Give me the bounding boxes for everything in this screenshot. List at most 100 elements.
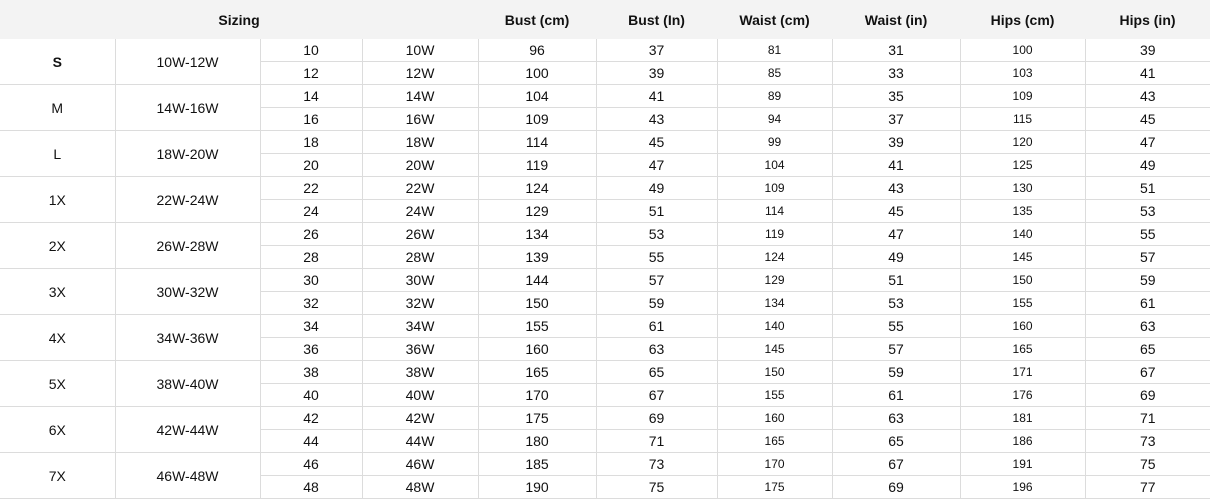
- measure-cell: 22W: [361, 176, 479, 200]
- size-range: 42W-44W: [114, 406, 261, 453]
- measure-cell: 185: [477, 452, 597, 476]
- measure-cell: 31: [831, 39, 961, 62]
- measure-cell: 16: [260, 107, 363, 131]
- measure-cell: 41: [595, 84, 718, 108]
- measure-cell: 44W: [361, 429, 479, 453]
- measure-cell: 43: [1084, 84, 1210, 108]
- measure-cell: 114: [716, 199, 833, 223]
- measure-cell: 119: [477, 153, 597, 177]
- measure-cell: 47: [831, 222, 961, 246]
- measure-cell: 53: [595, 222, 718, 246]
- measure-cell: 14: [259, 84, 363, 108]
- measure-cell: 94: [716, 107, 833, 131]
- measure-cell: 63: [1084, 314, 1210, 338]
- size-row: 32 32W 150 59 134 53 155 61: [0, 291, 1210, 315]
- size-range: 46W-48W: [114, 452, 261, 499]
- measure-cell: 96: [477, 39, 597, 62]
- measure-cell: 48: [260, 475, 363, 499]
- measure-cell: 51: [831, 268, 961, 292]
- measure-cell: 22: [259, 176, 363, 200]
- measure-cell: 75: [1084, 452, 1210, 476]
- measure-cell: 170: [477, 383, 597, 407]
- measure-cell: 49: [831, 245, 961, 269]
- measure-cell: 28: [260, 245, 363, 269]
- measure-cell: 32: [260, 291, 363, 315]
- measure-cell: 139: [477, 245, 597, 269]
- column-header: Bust (cm): [478, 0, 597, 39]
- measure-cell: 109: [477, 107, 597, 131]
- measure-cell: 134: [477, 222, 597, 246]
- measure-cell: 53: [1084, 199, 1210, 223]
- measure-cell: 57: [831, 337, 961, 361]
- measure-cell: 61: [595, 314, 718, 338]
- size-range: 14W-16W: [114, 84, 261, 131]
- measure-cell: 18W: [361, 130, 479, 154]
- size-row: 5X 38W-40W 38 38W 165 65 150 59 171 67: [0, 360, 1210, 407]
- measure-cell: 115: [959, 107, 1086, 131]
- measure-cell: 73: [595, 452, 718, 476]
- measure-cell: 45: [831, 199, 961, 223]
- measure-cell: 20: [260, 153, 363, 177]
- measure-cell: 16W: [361, 107, 479, 131]
- measure-cell: 59: [831, 360, 961, 384]
- measure-cell: 43: [595, 107, 718, 131]
- measure-cell: 165: [716, 429, 833, 453]
- measure-cell: 51: [595, 199, 718, 223]
- measure-cell: 134: [716, 291, 833, 315]
- measure-cell: 33: [831, 61, 961, 85]
- measure-cell: 103: [959, 61, 1086, 85]
- measure-cell: 55: [1084, 222, 1210, 246]
- measure-cell: 39: [595, 61, 718, 85]
- measure-cell: 124: [477, 176, 597, 200]
- measure-cell: 63: [831, 406, 961, 430]
- measure-cell: 175: [477, 406, 597, 430]
- size-row: 3X 30W-32W 30 30W 144 57 129 51 150 59: [0, 268, 1210, 315]
- measure-cell: 175: [716, 475, 833, 499]
- size-range: 30W-32W: [114, 268, 261, 315]
- measure-cell: 24W: [361, 199, 479, 223]
- measure-cell: 41: [1084, 61, 1210, 85]
- measure-cell: 150: [477, 291, 597, 315]
- size-row: 16 16W 109 43 94 37 115 45: [0, 107, 1210, 131]
- measure-cell: 49: [1084, 153, 1210, 177]
- measure-cell: 55: [595, 245, 718, 269]
- measure-cell: 35: [831, 84, 961, 108]
- measure-cell: 81: [716, 39, 833, 62]
- measure-cell: 30: [259, 268, 363, 292]
- measure-cell: 36: [260, 337, 363, 361]
- measure-cell: 171: [959, 360, 1086, 384]
- measure-cell: 140: [959, 222, 1086, 246]
- measure-cell: 125: [959, 153, 1086, 177]
- measure-cell: 77: [1084, 475, 1210, 499]
- measure-cell: 124: [716, 245, 833, 269]
- measure-cell: 160: [716, 406, 833, 430]
- measure-cell: 160: [477, 337, 597, 361]
- size-label: L: [0, 130, 116, 177]
- measure-cell: 145: [716, 337, 833, 361]
- measure-cell: 69: [831, 475, 961, 499]
- measure-cell: 42W: [361, 406, 479, 430]
- column-header: Hips (cm): [960, 0, 1086, 39]
- measure-cell: 114: [477, 130, 597, 154]
- measure-cell: 45: [595, 130, 718, 154]
- measure-cell: 61: [1084, 291, 1210, 315]
- measure-cell: 55: [831, 314, 961, 338]
- size-label: 2X: [0, 222, 116, 269]
- measure-cell: 42: [259, 406, 363, 430]
- measure-cell: 89: [716, 84, 833, 108]
- size-row: 4X 34W-36W 34 34W 155 61 140 55 160 63: [0, 314, 1210, 361]
- column-header: Waist (in): [832, 0, 961, 39]
- size-row: 44 44W 180 71 165 65 186 73: [0, 429, 1210, 453]
- measure-cell: 40W: [361, 383, 479, 407]
- measure-cell: 32W: [361, 291, 479, 315]
- measure-cell: 48W: [361, 475, 479, 499]
- size-label: 1X: [0, 176, 116, 223]
- measure-cell: 39: [1084, 39, 1210, 62]
- measure-cell: 59: [595, 291, 718, 315]
- measure-cell: 196: [959, 475, 1086, 499]
- measure-cell: 135: [959, 199, 1086, 223]
- measure-cell: 51: [1084, 176, 1210, 200]
- size-row: 40 40W 170 67 155 61 176 69: [0, 383, 1210, 407]
